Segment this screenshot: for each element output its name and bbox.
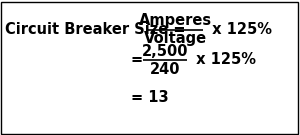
Text: 240: 240 bbox=[150, 62, 180, 77]
Text: =: = bbox=[131, 53, 143, 68]
Text: Circuit Breaker Size =: Circuit Breaker Size = bbox=[5, 23, 185, 38]
Text: = 13: = 13 bbox=[131, 90, 169, 104]
Text: Voltage: Voltage bbox=[143, 31, 207, 46]
Text: x 125%: x 125% bbox=[207, 23, 272, 38]
Text: Amperes: Amperes bbox=[138, 14, 212, 28]
Text: 2,500: 2,500 bbox=[142, 43, 188, 58]
FancyBboxPatch shape bbox=[1, 2, 298, 134]
Text: x 125%: x 125% bbox=[191, 53, 256, 68]
